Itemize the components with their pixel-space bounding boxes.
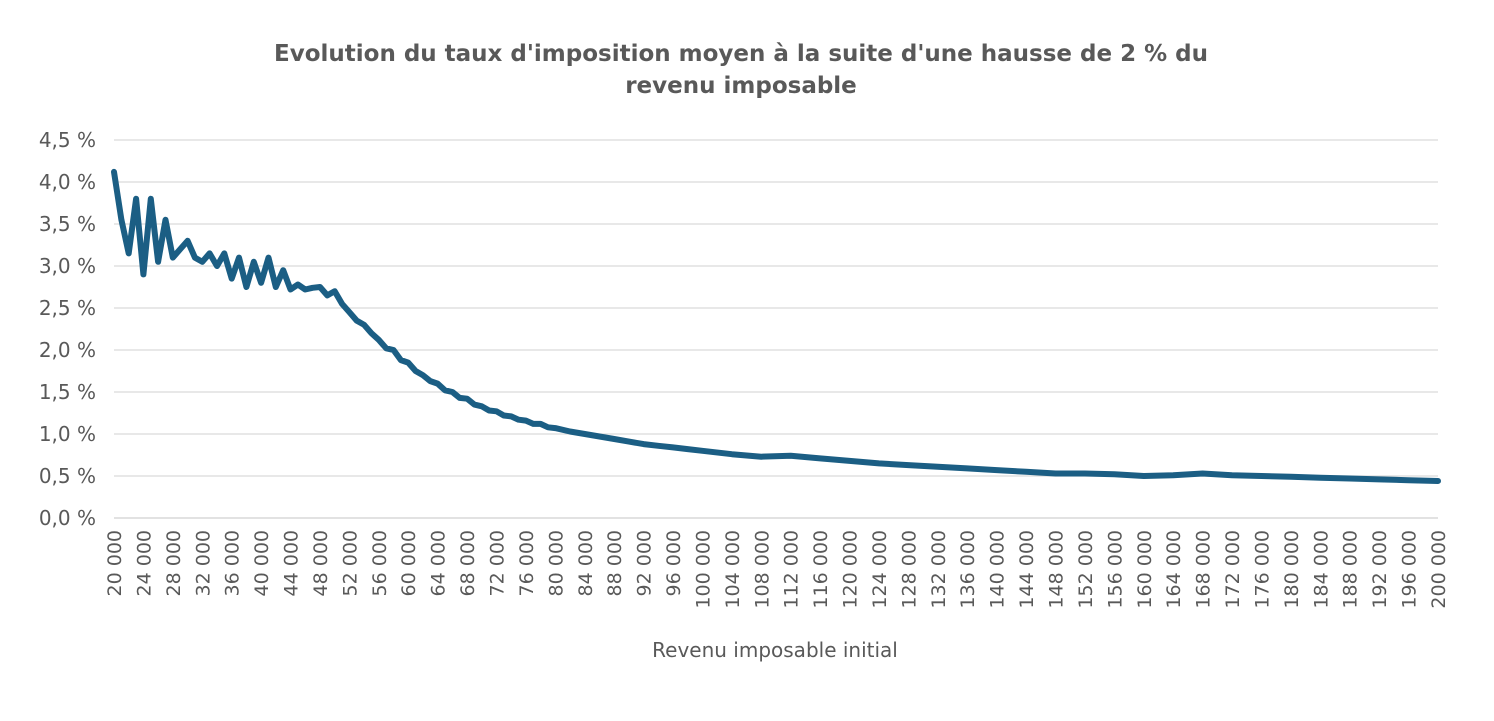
x-tick-label: 172 000 xyxy=(1222,530,1244,609)
chart-title-line-2: revenu imposable xyxy=(625,73,857,99)
y-tick-label: 1,0 % xyxy=(39,422,96,446)
x-tick-label: 152 000 xyxy=(1075,530,1097,609)
x-axis-label: Revenu imposable initial xyxy=(652,638,898,662)
y-tick-label: 4,5 % xyxy=(39,128,96,152)
x-tick-label: 44 000 xyxy=(281,530,303,596)
x-tick-label: 20 000 xyxy=(104,530,126,596)
x-tick-label: 24 000 xyxy=(133,530,155,596)
y-tick-label: 0,5 % xyxy=(39,464,96,488)
x-tick-label: 76 000 xyxy=(516,530,538,596)
x-axis-ticks: 20 000 24 000 28 000 32 000 36 000 40 000 44 0… xyxy=(104,530,1450,609)
chart-title-line-1: Evolution du taux d'imposition moyen à l… xyxy=(274,41,1208,67)
x-tick-label: 188 000 xyxy=(1340,530,1362,609)
x-tick-label: 148 000 xyxy=(1046,530,1068,609)
x-tick-label: 104 000 xyxy=(722,530,744,609)
y-tick-label: 2,5 % xyxy=(39,296,96,320)
x-tick-label: 136 000 xyxy=(957,530,979,609)
x-tick-label: 112 000 xyxy=(781,530,803,609)
y-tick-label: 4,0 % xyxy=(39,170,96,194)
x-tick-label: 200 000 xyxy=(1428,530,1450,609)
x-tick-label: 156 000 xyxy=(1104,530,1126,609)
x-tick-label: 196 000 xyxy=(1399,530,1421,609)
x-tick-label: 160 000 xyxy=(1134,530,1156,609)
x-tick-label: 168 000 xyxy=(1193,530,1215,609)
x-tick-label: 72 000 xyxy=(486,530,508,596)
x-tick-label: 144 000 xyxy=(1016,530,1038,609)
x-tick-label: 96 000 xyxy=(663,530,685,596)
y-tick-label: 3,0 % xyxy=(39,254,96,278)
x-tick-label: 92 000 xyxy=(634,530,656,596)
x-tick-label: 56 000 xyxy=(369,530,391,596)
x-tick-label: 68 000 xyxy=(457,530,479,596)
x-tick-label: 84 000 xyxy=(575,530,597,596)
series-line xyxy=(111,168,1441,484)
y-tick-label: 2,0 % xyxy=(39,338,96,362)
x-tick-label: 80 000 xyxy=(545,530,567,596)
x-tick-label: 52 000 xyxy=(339,530,361,596)
x-tick-label: 88 000 xyxy=(604,530,626,596)
y-axis-ticks: 0,0 % 0,5 % 1,0 % 1,5 % 2,0 % 2,5 % 3,0 % 3,5 %… xyxy=(39,128,96,530)
chart-title: Evolution du taux d'imposition moyen à l… xyxy=(0,38,1482,102)
x-tick-label: 28 000 xyxy=(163,530,185,596)
x-tick-label: 124 000 xyxy=(869,530,891,609)
x-tick-label: 176 000 xyxy=(1251,530,1273,609)
x-tick-label: 180 000 xyxy=(1281,530,1303,609)
x-tick-label: 128 000 xyxy=(898,530,920,609)
gridlines xyxy=(114,139,1438,519)
x-tick-label: 164 000 xyxy=(1163,530,1185,609)
x-tick-label: 192 000 xyxy=(1369,530,1391,609)
y-tick-label: 0,0 % xyxy=(39,506,96,530)
x-tick-label: 40 000 xyxy=(251,530,273,596)
x-tick-label: 60 000 xyxy=(398,530,420,596)
x-tick-label: 140 000 xyxy=(987,530,1009,609)
x-tick-label: 48 000 xyxy=(310,530,332,596)
series-layer xyxy=(111,168,1441,484)
x-tick-label: 108 000 xyxy=(751,530,773,609)
x-tick-label: 36 000 xyxy=(222,530,244,596)
y-tick-label: 3,5 % xyxy=(39,212,96,236)
x-tick-label: 32 000 xyxy=(192,530,214,596)
x-tick-label: 120 000 xyxy=(840,530,862,609)
y-tick-label: 1,5 % xyxy=(39,380,96,404)
x-tick-label: 116 000 xyxy=(810,530,832,609)
x-tick-label: 64 000 xyxy=(428,530,450,596)
x-tick-label: 100 000 xyxy=(692,530,714,609)
x-tick-label: 132 000 xyxy=(928,530,950,609)
x-tick-label: 184 000 xyxy=(1310,530,1332,609)
